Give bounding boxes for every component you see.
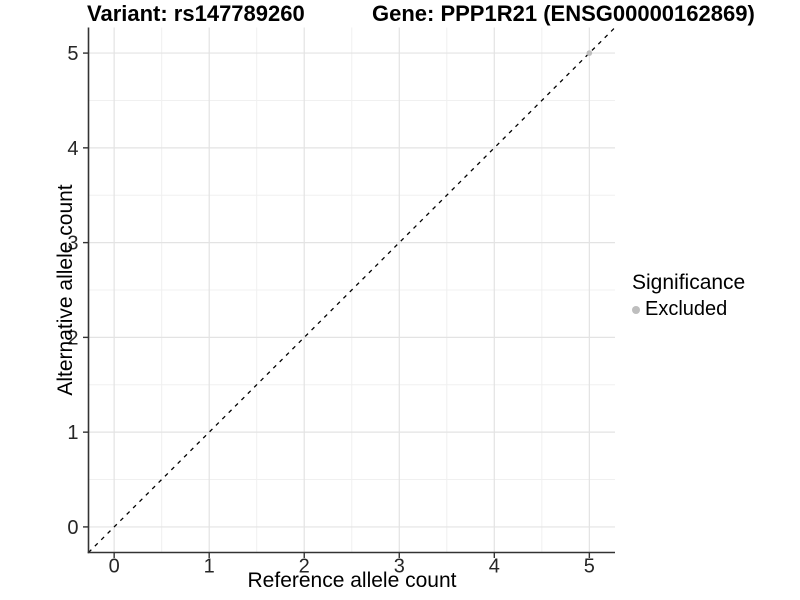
x-tick-label: 1 xyxy=(204,556,215,578)
x-tick-label: 4 xyxy=(489,556,500,578)
y-tick-label: 5 xyxy=(67,43,78,65)
x-tick-label: 5 xyxy=(584,556,595,578)
x-tick-label: 0 xyxy=(109,556,120,578)
plot-title-gene: Gene: PPP1R21 (ENSG00000162869) xyxy=(372,1,755,26)
x-tick-label: 3 xyxy=(394,556,405,578)
y-axis-title: Alternative allele count xyxy=(54,184,77,396)
data-point xyxy=(586,50,593,56)
y-tick-label: 3 xyxy=(67,233,78,255)
legend: Significance Excluded xyxy=(632,271,745,321)
x-tick-label: 2 xyxy=(299,556,310,578)
identity-line xyxy=(88,27,616,553)
legend-point-icon xyxy=(632,305,640,314)
legend-title: Significance xyxy=(632,271,746,294)
legend-item-excluded: Excluded xyxy=(632,298,745,321)
y-tick-label: 4 xyxy=(67,138,78,160)
y-tick-label: 2 xyxy=(67,327,78,349)
x-axis-title: Reference allele count xyxy=(247,569,457,592)
legend-item-label: Excluded xyxy=(645,298,728,320)
y-tick-label: 1 xyxy=(67,422,78,444)
plot-title-variant: Variant: rs147789260 xyxy=(87,1,305,26)
y-tick-label: 0 xyxy=(67,517,78,539)
